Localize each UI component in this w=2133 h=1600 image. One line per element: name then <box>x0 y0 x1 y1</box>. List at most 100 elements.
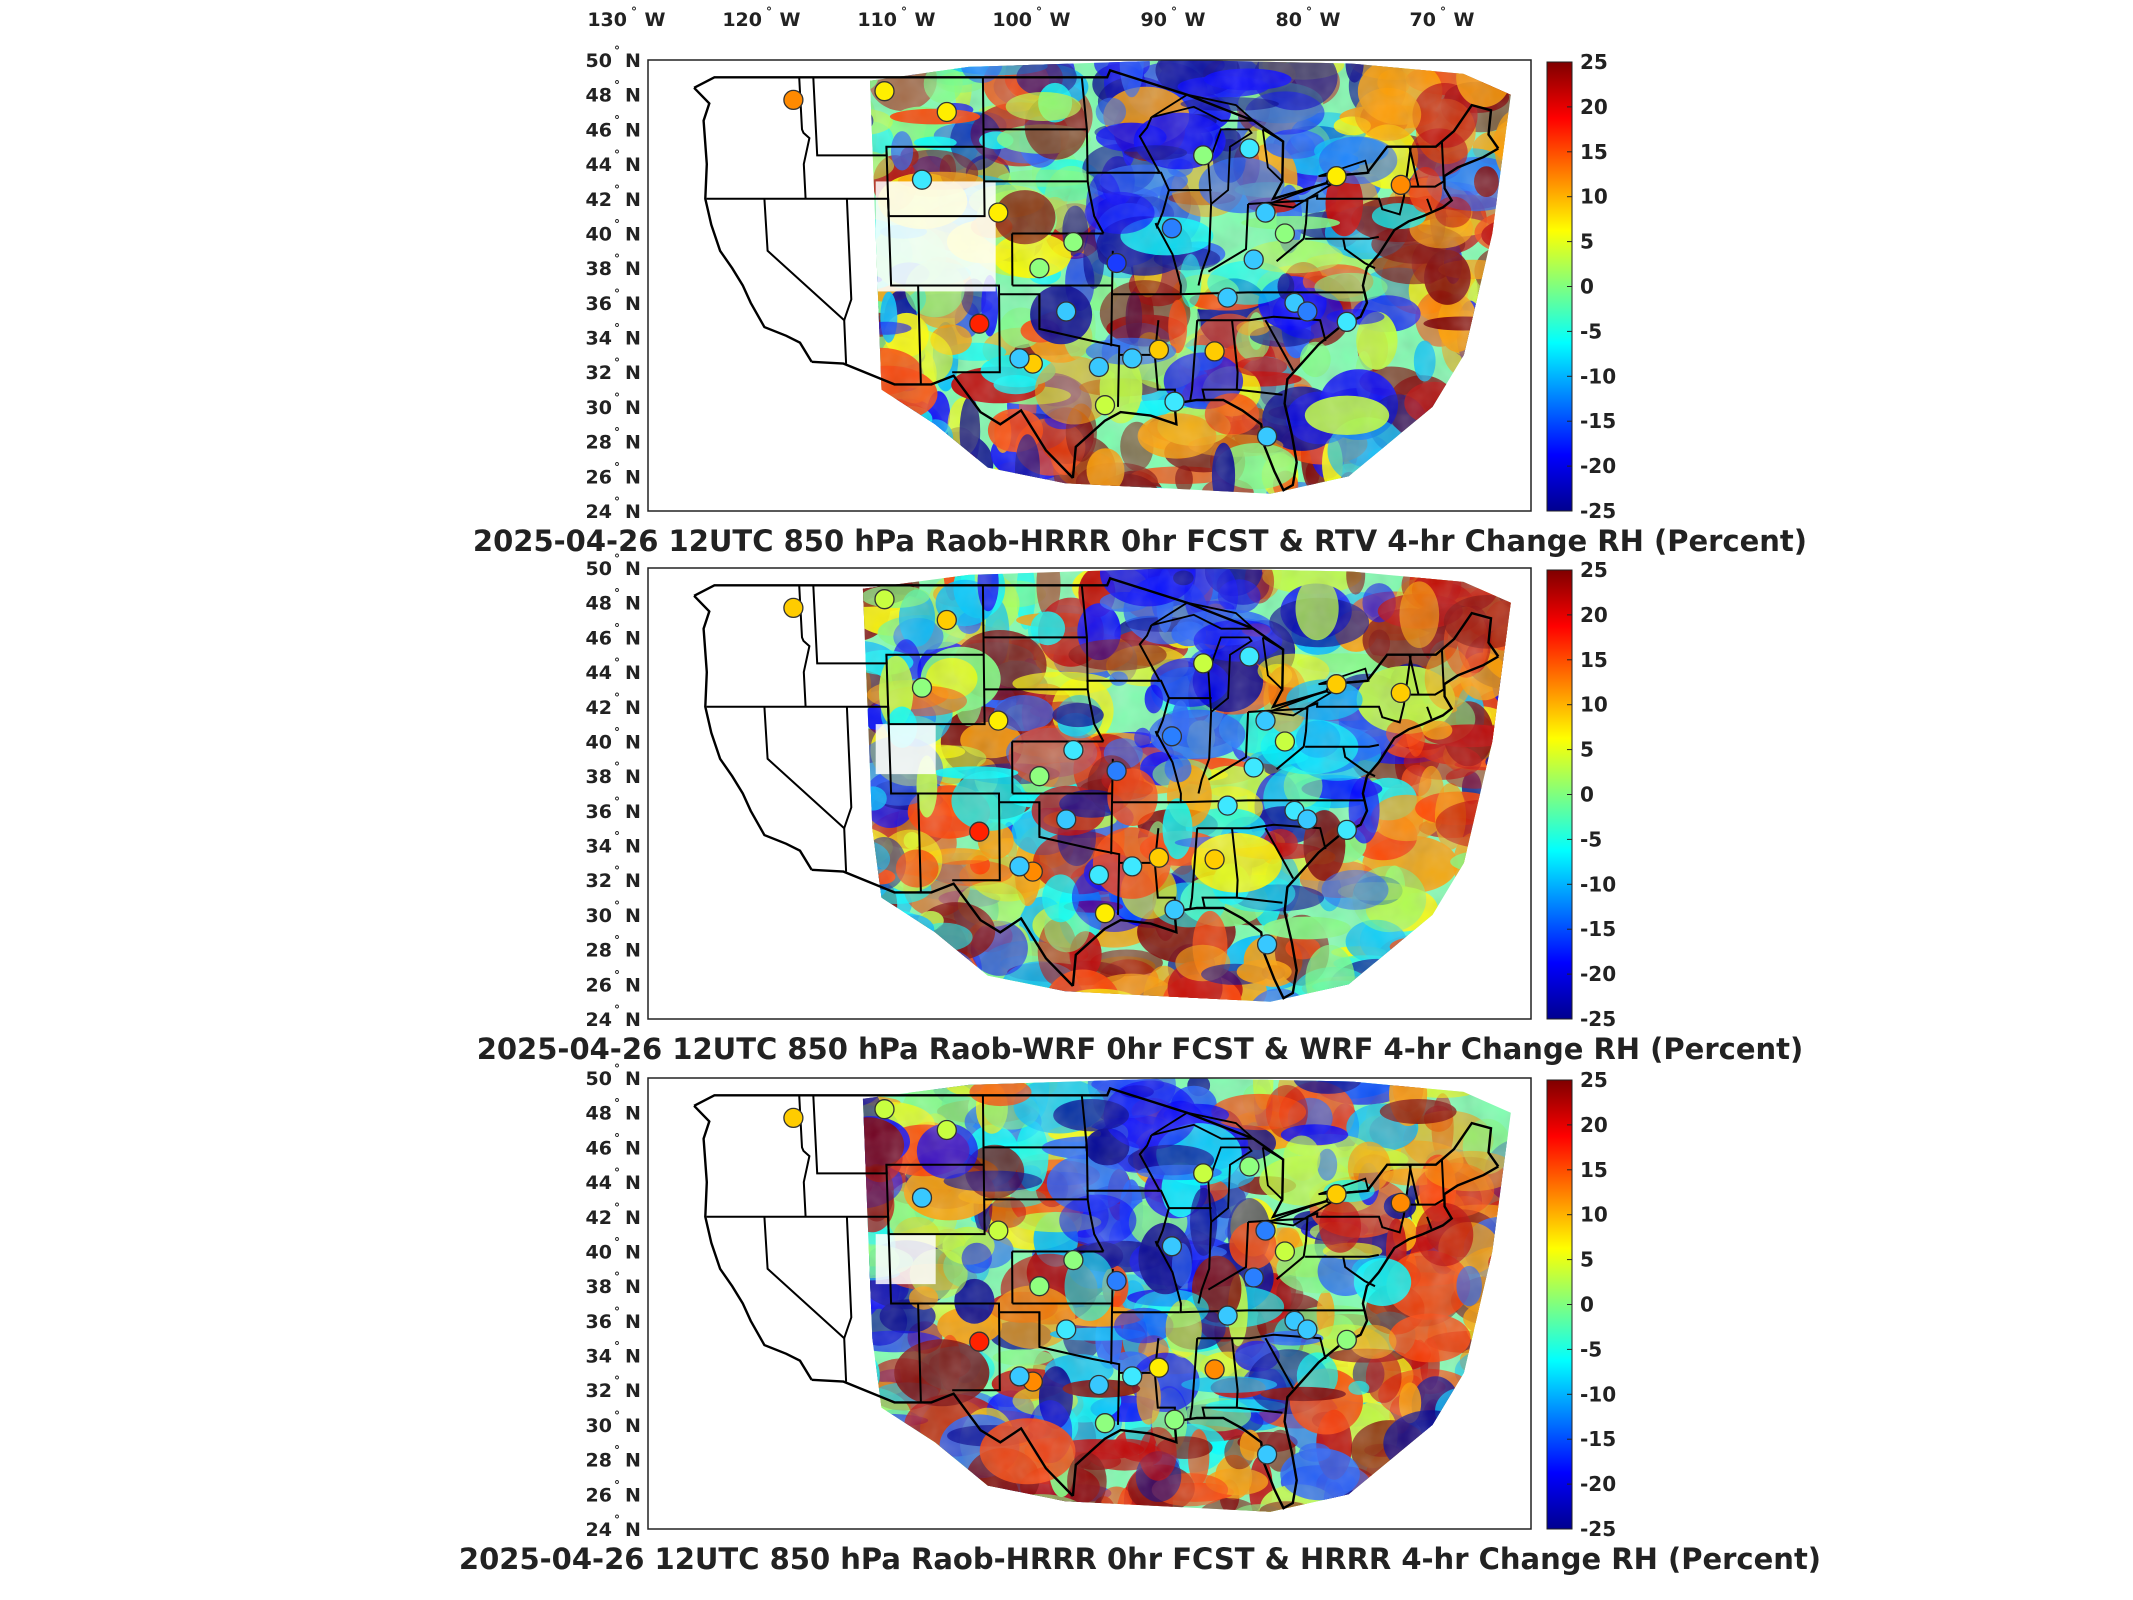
raob-station-marker <box>1063 1249 1084 1271</box>
hemisphere-label: N <box>625 766 641 788</box>
raob-station-marker <box>1390 1192 1411 1214</box>
hemisphere-label: N <box>625 1484 641 1506</box>
raob-station-marker <box>911 1187 933 1208</box>
hemisphere-label: N <box>625 731 641 753</box>
raob-station-marker <box>936 101 957 123</box>
raob-station-marker <box>1256 426 1278 447</box>
raob-station-marker <box>911 677 933 698</box>
degree-symbol: ° <box>614 1374 620 1388</box>
hemisphere-label: N <box>625 223 641 245</box>
latitude-label: 26 <box>586 974 612 996</box>
degree-symbol: ° <box>614 1305 620 1319</box>
degree-symbol: ° <box>614 656 620 670</box>
colorbar-tick-label: 20 <box>1580 95 1608 119</box>
raob-station-marker <box>783 597 804 619</box>
raob-station-marker <box>1326 674 1347 695</box>
latitude-label: 46 <box>586 119 612 141</box>
raob-station-marker <box>1297 301 1318 322</box>
longitude-label: 100 <box>992 9 1032 31</box>
colorbar-tick-label: -5 <box>1580 1337 1602 1361</box>
hemisphere-label: N <box>625 1380 641 1402</box>
raob-station-marker <box>1161 218 1183 239</box>
latitude-label: 28 <box>586 1450 612 1472</box>
panel-title: 2025-04-26 12UTC 850 hPa Raob-HRRR 0hr F… <box>459 1542 1821 1576</box>
colorbar <box>1546 1079 1573 1530</box>
latitude-label: 30 <box>586 905 612 927</box>
hemisphere-label: W <box>780 9 801 31</box>
latitude-label: 36 <box>586 293 612 315</box>
colorbar-tick-label: 10 <box>1580 693 1608 717</box>
latitude-label: 30 <box>586 397 612 419</box>
colorbar-tick-label: 20 <box>1580 1113 1608 1137</box>
raob-station-marker <box>1106 760 1127 782</box>
colorbar-tick-label: -20 <box>1580 1472 1616 1496</box>
raob-station-marker <box>1088 1374 1110 1396</box>
degree-symbol: ° <box>766 5 772 19</box>
raob-station-marker <box>911 169 933 190</box>
hemisphere-label: N <box>625 1207 641 1229</box>
hemisphere-label: N <box>625 501 641 523</box>
colorbar-tick-label: -5 <box>1580 827 1602 851</box>
raob-station-marker <box>1336 819 1357 841</box>
degree-symbol: ° <box>614 1235 620 1249</box>
raob-station-marker <box>1029 766 1050 787</box>
raob-station-marker <box>969 1331 990 1352</box>
raob-station-marker <box>988 710 1009 731</box>
map-panel: 50 ° N48 ° N46 ° N44 ° N42 ° N40 ° N38 ° N36 ° N34 ° N32 ° N… <box>473 44 1807 558</box>
hemisphere-label: N <box>625 1450 641 1472</box>
colorbar-tick-label: 0 <box>1580 275 1594 299</box>
colorbar-tick-label: 0 <box>1580 783 1594 807</box>
raob-station-marker <box>1390 174 1411 196</box>
raob-station-marker <box>1088 864 1110 886</box>
degree-symbol: ° <box>1036 5 1042 19</box>
latitude-label: 50 <box>586 558 612 580</box>
raob-station-marker <box>1164 391 1185 412</box>
hemisphere-label: N <box>625 974 641 996</box>
latitude-label: 34 <box>586 836 612 858</box>
colorbar-tick-label: 25 <box>1580 50 1608 74</box>
degree-symbol: ° <box>614 830 620 844</box>
degree-symbol: ° <box>614 1097 620 1111</box>
hemisphere-label: N <box>625 836 641 858</box>
hemisphere-label: N <box>625 293 641 315</box>
hemisphere-label: N <box>625 432 641 454</box>
latitude-label: 28 <box>586 940 612 962</box>
latitude-label: 40 <box>586 731 612 753</box>
degree-symbol: ° <box>614 1166 620 1180</box>
latitude-label: 32 <box>586 362 612 384</box>
hemisphere-label: N <box>625 1137 641 1159</box>
longitude-label: 110 <box>857 9 897 31</box>
latitude-label: 32 <box>586 870 612 892</box>
degree-symbol: ° <box>614 252 620 266</box>
degree-symbol: ° <box>614 44 620 58</box>
degree-symbol: ° <box>614 1062 620 1076</box>
colorbar-tick-label: 10 <box>1580 1203 1608 1227</box>
longitude-axis-labels: 130 ° W 120 ° W 110 ° W 100 ° W 90 ° W 80 ° W 70 ° W <box>587 5 1474 31</box>
colorbar-tick-label: 25 <box>1580 1068 1608 1092</box>
raob-station-marker <box>1243 1267 1264 1288</box>
raob-station-marker <box>1255 710 1276 731</box>
colorbar-tick-label: 5 <box>1580 738 1594 762</box>
colorbar-tick-label: -15 <box>1580 1427 1616 1451</box>
latitude-label: 40 <box>586 223 612 245</box>
colorbar-tick-label: 0 <box>1580 1293 1594 1317</box>
raob-station-marker <box>936 609 957 631</box>
colorbar-tick-label: 20 <box>1580 603 1608 627</box>
latitude-label: 28 <box>586 432 612 454</box>
raob-station-marker <box>1336 311 1357 333</box>
longitude-label: 80 <box>1276 9 1302 31</box>
raob-station-marker <box>1161 1236 1183 1257</box>
raob-station-marker <box>1239 138 1260 159</box>
longitude-label: 130 <box>587 9 627 31</box>
rh-change-field <box>870 60 1511 494</box>
map-frame <box>647 567 1532 1020</box>
degree-symbol: ° <box>614 760 620 774</box>
panel-title: 2025-04-26 12UTC 850 hPa Raob-HRRR 0hr F… <box>473 524 1807 558</box>
colorbar-tick-label: -25 <box>1580 499 1616 523</box>
latitude-label: 44 <box>586 1172 612 1194</box>
raob-station-marker <box>1297 809 1318 830</box>
raob-station-marker <box>1122 1366 1143 1387</box>
raob-station-marker <box>1336 1329 1357 1351</box>
map-frame <box>647 59 1532 512</box>
raob-station-marker <box>1193 653 1214 674</box>
